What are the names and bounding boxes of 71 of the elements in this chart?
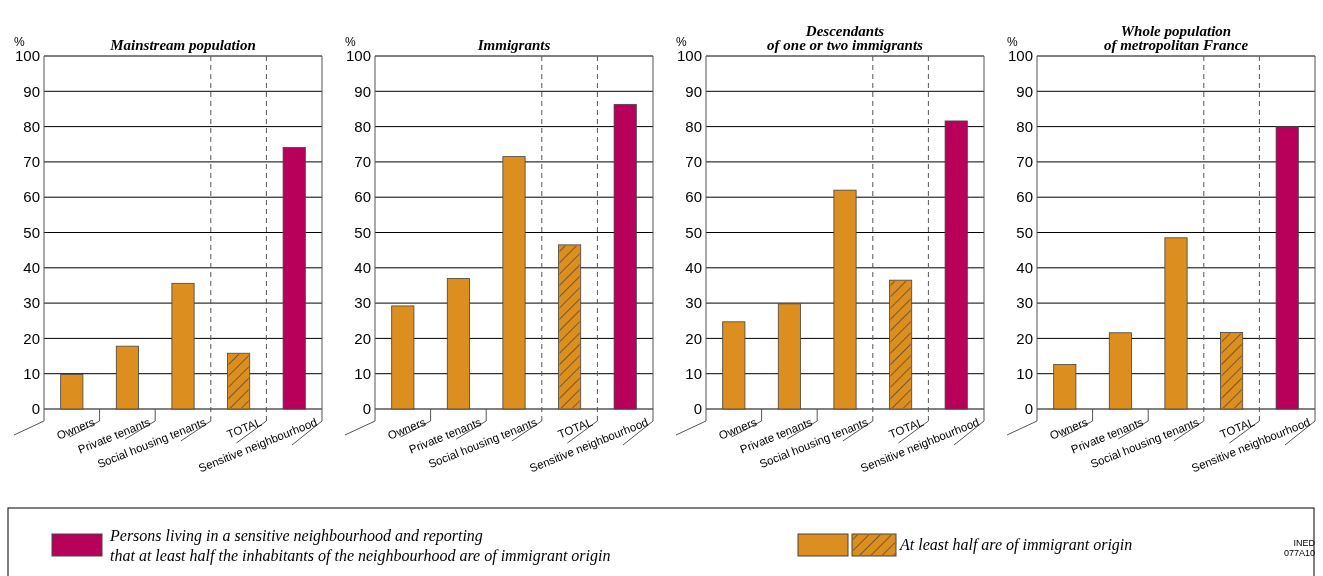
- y-tick-label: 40: [685, 259, 702, 277]
- y-tick-label: 10: [1016, 364, 1033, 382]
- bar: [613, 103, 637, 410]
- y-tick-label: 50: [1016, 223, 1033, 241]
- bar: [60, 374, 84, 410]
- bar: [722, 321, 746, 410]
- y-tick-label: 0: [1024, 400, 1033, 418]
- y-tick-label: 10: [354, 364, 371, 382]
- y-tick-label: 40: [23, 259, 40, 277]
- y-tick-label: 40: [1016, 259, 1033, 277]
- y-tick-label: 20: [1016, 329, 1033, 347]
- y-tick-label: 100: [676, 47, 702, 65]
- y-tick-label: 50: [685, 223, 702, 241]
- y-tick-label: 100: [1007, 47, 1033, 65]
- bar: [502, 156, 526, 410]
- bar: [777, 303, 801, 410]
- y-tick-label: 70: [1016, 153, 1033, 171]
- chart-title: Immigrants: [476, 37, 551, 53]
- y-tick-label: 0: [31, 400, 40, 418]
- bar: [446, 277, 470, 410]
- chart-title: Whole population of metropolitan France: [1103, 23, 1249, 53]
- y-tick-label: 90: [685, 82, 702, 100]
- bar: [282, 147, 306, 410]
- y-tick-label: 30: [1016, 294, 1033, 312]
- y-tick-label: 20: [685, 329, 702, 347]
- y-axis-title: %: [676, 35, 687, 49]
- y-tick-label: 20: [354, 329, 371, 347]
- y-tick-label: 30: [23, 294, 40, 312]
- bar: [1275, 126, 1299, 410]
- legend-label: Persons living in a sensitive neighbourhood and reporting that at least half the inhabitants of the neighbourhood are of immigrant origin: [109, 527, 611, 565]
- text: INED 077A10: [1283, 538, 1316, 558]
- y-tick-label: 70: [354, 153, 371, 171]
- bar: [1108, 332, 1132, 410]
- legend-label: At least half are of immigrant origin: [899, 536, 1133, 554]
- y-tick-label: 40: [354, 259, 371, 277]
- y-tick-label: 100: [14, 47, 40, 65]
- bar: [391, 305, 415, 410]
- bar: [171, 282, 195, 410]
- y-tick-label: 90: [1016, 82, 1033, 100]
- y-tick-label: 10: [23, 364, 40, 382]
- y-tick-label: 0: [693, 400, 702, 418]
- y-tick-label: 60: [23, 188, 40, 206]
- bar: [115, 345, 139, 410]
- y-axis-title: %: [1007, 35, 1018, 49]
- bar: [944, 120, 968, 410]
- bar: [833, 189, 857, 410]
- y-axis-title: %: [345, 35, 356, 49]
- y-tick-label: 10: [685, 364, 702, 382]
- y-axis-title: %: [14, 35, 25, 49]
- y-tick-label: 100: [345, 47, 371, 65]
- y-tick-label: 50: [354, 223, 371, 241]
- bar: [1053, 364, 1077, 410]
- y-tick-label: 60: [354, 188, 371, 206]
- y-tick-label: 20: [23, 329, 40, 347]
- y-tick-label: 60: [685, 188, 702, 206]
- y-tick-label: 30: [354, 294, 371, 312]
- y-tick-label: 0: [362, 400, 371, 418]
- y-tick-label: 80: [354, 117, 371, 135]
- y-tick-label: 80: [1016, 117, 1033, 135]
- bar: [1164, 237, 1188, 410]
- chart-title: Descendants of one or two immigrants: [767, 23, 924, 53]
- y-tick-label: 90: [354, 82, 371, 100]
- y-tick-label: 60: [1016, 188, 1033, 206]
- y-tick-label: 90: [23, 82, 40, 100]
- y-tick-label: 80: [685, 117, 702, 135]
- y-tick-label: 70: [685, 153, 702, 171]
- y-tick-label: 30: [685, 294, 702, 312]
- chart-title: Mainstream population: [109, 37, 256, 53]
- y-tick-label: 50: [23, 223, 40, 241]
- y-tick-label: 80: [23, 117, 40, 135]
- y-tick-label: 70: [23, 153, 40, 171]
